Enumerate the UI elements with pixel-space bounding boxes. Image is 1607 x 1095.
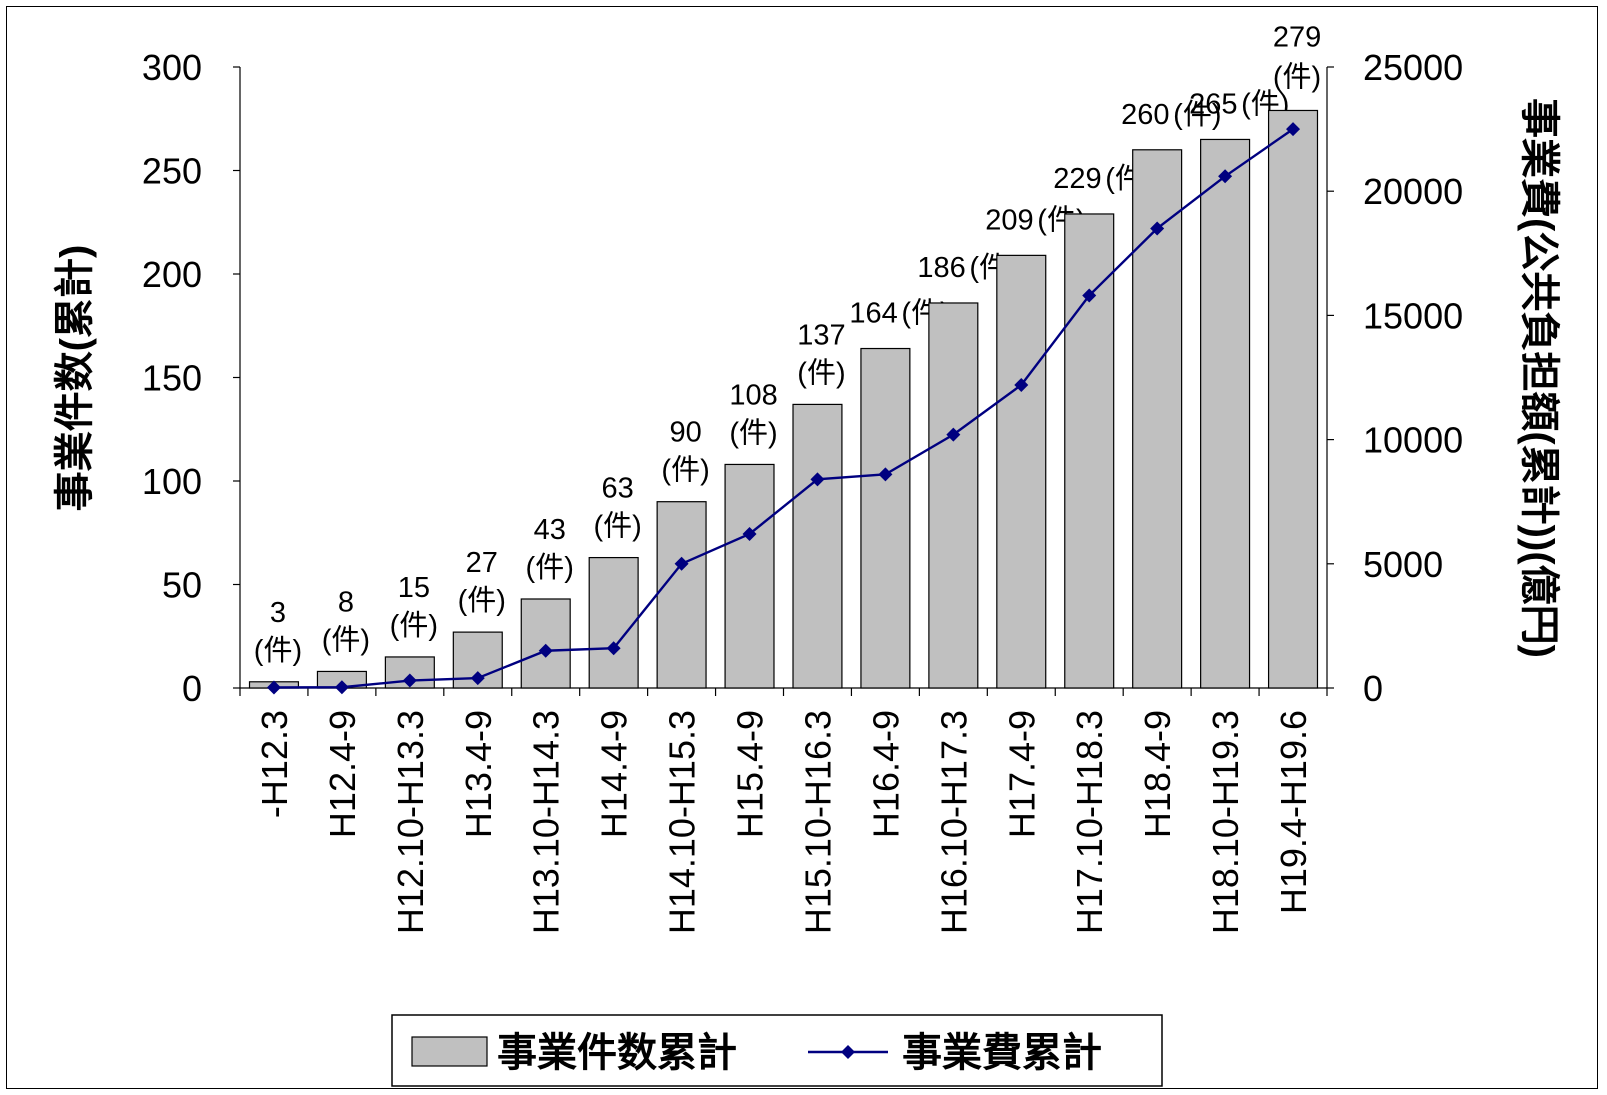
data-label-value: 90 [669,417,701,449]
right-axis-title: 事業費(公共負担額(累計))(億円) [1517,98,1561,658]
data-label-unit: (件) [390,609,438,642]
data-label-unit: (件) [797,356,845,389]
data-label-value: 229 [1053,163,1101,195]
bar [1132,149,1183,689]
bar [1267,109,1319,689]
cost-marker [538,643,553,658]
data-label-value: 3 [270,597,286,629]
x-category-label: H19.4-H19.6 [1273,710,1314,914]
data-label-unit: (件) [322,623,370,656]
cost-marker [470,671,485,686]
data-label-value: 164 [849,298,897,330]
legend-box [391,1014,1163,1087]
bar [928,302,979,689]
x-category-label: H18.10-H19.3 [1205,710,1246,934]
data-label-value: 137 [797,319,845,351]
x-category-label: H17.4-9 [1001,710,1042,838]
cost-marker [1218,169,1233,184]
bar [656,501,707,689]
right-tick-label: 5000 [1363,544,1443,585]
data-label-unit: (件) [458,584,506,617]
cost-marker [810,472,825,487]
data-label-value: 265 [1189,88,1237,120]
legend-bar-label: 事業件数累計 [497,1031,737,1075]
data-label-value: 260 [1121,99,1169,131]
bar [724,463,775,689]
data-label-value: 63 [602,473,634,505]
x-category-label: H12.10-H13.3 [390,710,431,934]
left-axis-title: 事業件数(累計) [53,245,97,512]
left-tick-label: 150 [142,358,202,399]
x-category-label: H15.4-9 [730,710,771,838]
data-label-unit: (件) [1273,60,1321,93]
right-tick-label: 20000 [1363,171,1463,212]
x-category-label: H12.4-9 [322,710,363,838]
legend-line-marker [841,1045,855,1059]
bar [792,403,843,689]
bar [520,598,571,689]
data-label-value: 27 [466,547,498,579]
cost-marker [1082,288,1097,303]
legend-bar-swatch [411,1036,488,1067]
bar [860,347,911,689]
right-tick-label: 0 [1363,668,1383,709]
data-label-value: 43 [534,514,566,546]
x-category-label: H13.4-9 [458,710,499,838]
data-label-unit: (件) [526,551,574,584]
bar [588,556,639,689]
left-tick-label: 100 [142,461,202,502]
x-category-label: H17.10-H18.3 [1069,710,1110,934]
data-label-unit: (件) [593,510,641,543]
right-tick-label: 25000 [1363,47,1463,88]
left-tick-label: 50 [162,565,202,606]
cost-marker [1014,377,1029,392]
x-category-label: H14.10-H15.3 [662,710,703,934]
right-tick-label: 15000 [1363,295,1463,336]
cost-marker [674,556,689,571]
legend-line-label: 事業費累計 [902,1031,1102,1075]
data-label-unit: (件) [661,454,709,487]
left-tick-label: 250 [142,151,202,192]
data-label-value: 15 [398,572,430,604]
x-category-label: H18.4-9 [1137,710,1178,838]
cost-marker [266,680,281,695]
data-label-unit: (件) [254,634,302,667]
x-category-label: H16.10-H17.3 [933,710,974,934]
data-label-value: 8 [338,586,354,618]
cost-marker [878,467,893,482]
data-label-value: 279 [1273,21,1321,53]
x-category-label: -H12.3 [254,710,295,818]
cost-marker [1150,221,1165,236]
cost-marker [1286,122,1301,137]
x-category-label: H13.10-H14.3 [526,710,567,934]
cost-marker [334,680,349,695]
x-category-label: H15.10-H16.3 [797,710,838,934]
data-label-unit: (件) [1173,98,1221,131]
x-category-label: H14.4-9 [594,710,635,838]
left-tick-label: 200 [142,254,202,295]
bar [1064,213,1115,689]
cost-marker [946,427,961,442]
x-category-label: H16.4-9 [865,710,906,838]
cost-marker [606,641,621,656]
data-label-value: 108 [729,379,777,411]
bar [1200,138,1251,689]
data-label-unit: (件) [729,416,777,449]
bar [996,254,1047,689]
data-label-value: 209 [985,204,1033,236]
left-tick-label: 300 [142,47,202,88]
cost-marker [742,526,757,541]
cost-marker [402,673,417,688]
right-tick-label: 10000 [1363,420,1463,461]
data-label-value: 186 [917,252,965,284]
cost-line [273,128,1294,689]
left-tick-label: 0 [182,668,202,709]
